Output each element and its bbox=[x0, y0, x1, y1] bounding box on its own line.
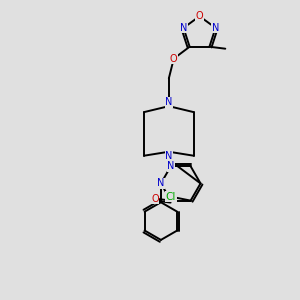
Text: Cl: Cl bbox=[166, 192, 176, 202]
Text: N: N bbox=[180, 23, 187, 33]
Text: O: O bbox=[170, 54, 178, 64]
Text: N: N bbox=[157, 178, 165, 188]
Text: N: N bbox=[165, 151, 172, 161]
Text: N: N bbox=[167, 161, 175, 171]
Text: N: N bbox=[165, 97, 172, 107]
Text: O: O bbox=[151, 194, 159, 204]
Text: O: O bbox=[196, 11, 203, 21]
Text: N: N bbox=[212, 23, 219, 33]
